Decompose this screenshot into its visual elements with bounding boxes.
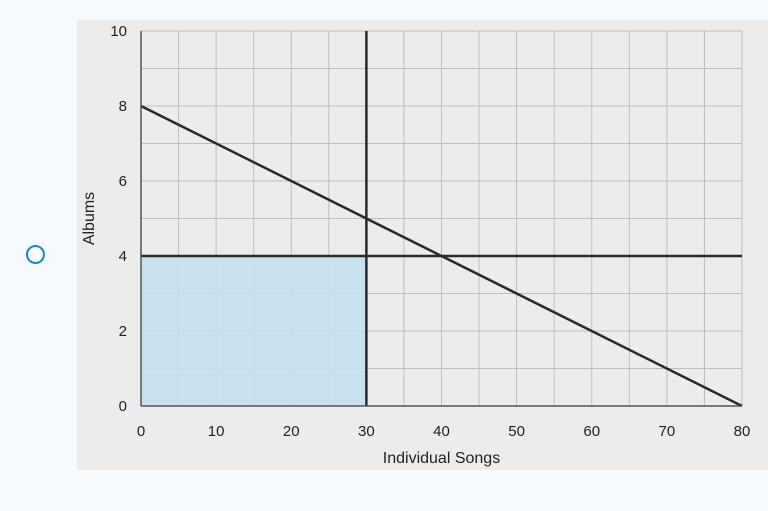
- y-tick-label: 8: [119, 98, 127, 115]
- chart-lines: [140, 31, 743, 408]
- y-tick-label: 4: [119, 248, 127, 265]
- y-tick-label: 0: [119, 398, 127, 415]
- y-tick-label: 6: [119, 173, 127, 190]
- shaded-region: [141, 256, 367, 406]
- x-tick-label: 40: [433, 423, 450, 440]
- x-axis-label: Individual Songs: [383, 450, 500, 467]
- x-tick-labels: 0 10 20 30 40 50 60 70 80: [137, 423, 751, 440]
- x-tick-label: 60: [583, 423, 600, 440]
- y-tick-label: 10: [110, 23, 127, 40]
- y-tick-labels: 0 2 4 6 8 10: [110, 23, 127, 415]
- x-tick-label: 50: [508, 423, 525, 440]
- x-tick-label: 20: [283, 423, 300, 440]
- x-tick-label: 0: [137, 423, 145, 440]
- x-tick-label: 10: [208, 423, 225, 440]
- x-tick-label: 80: [734, 423, 751, 440]
- y-tick-label: 2: [119, 323, 127, 340]
- y-axis-label: Albums: [81, 192, 98, 245]
- x-tick-label: 70: [659, 423, 676, 440]
- x-tick-label: 30: [358, 423, 375, 440]
- answer-radio-button[interactable]: [26, 245, 45, 264]
